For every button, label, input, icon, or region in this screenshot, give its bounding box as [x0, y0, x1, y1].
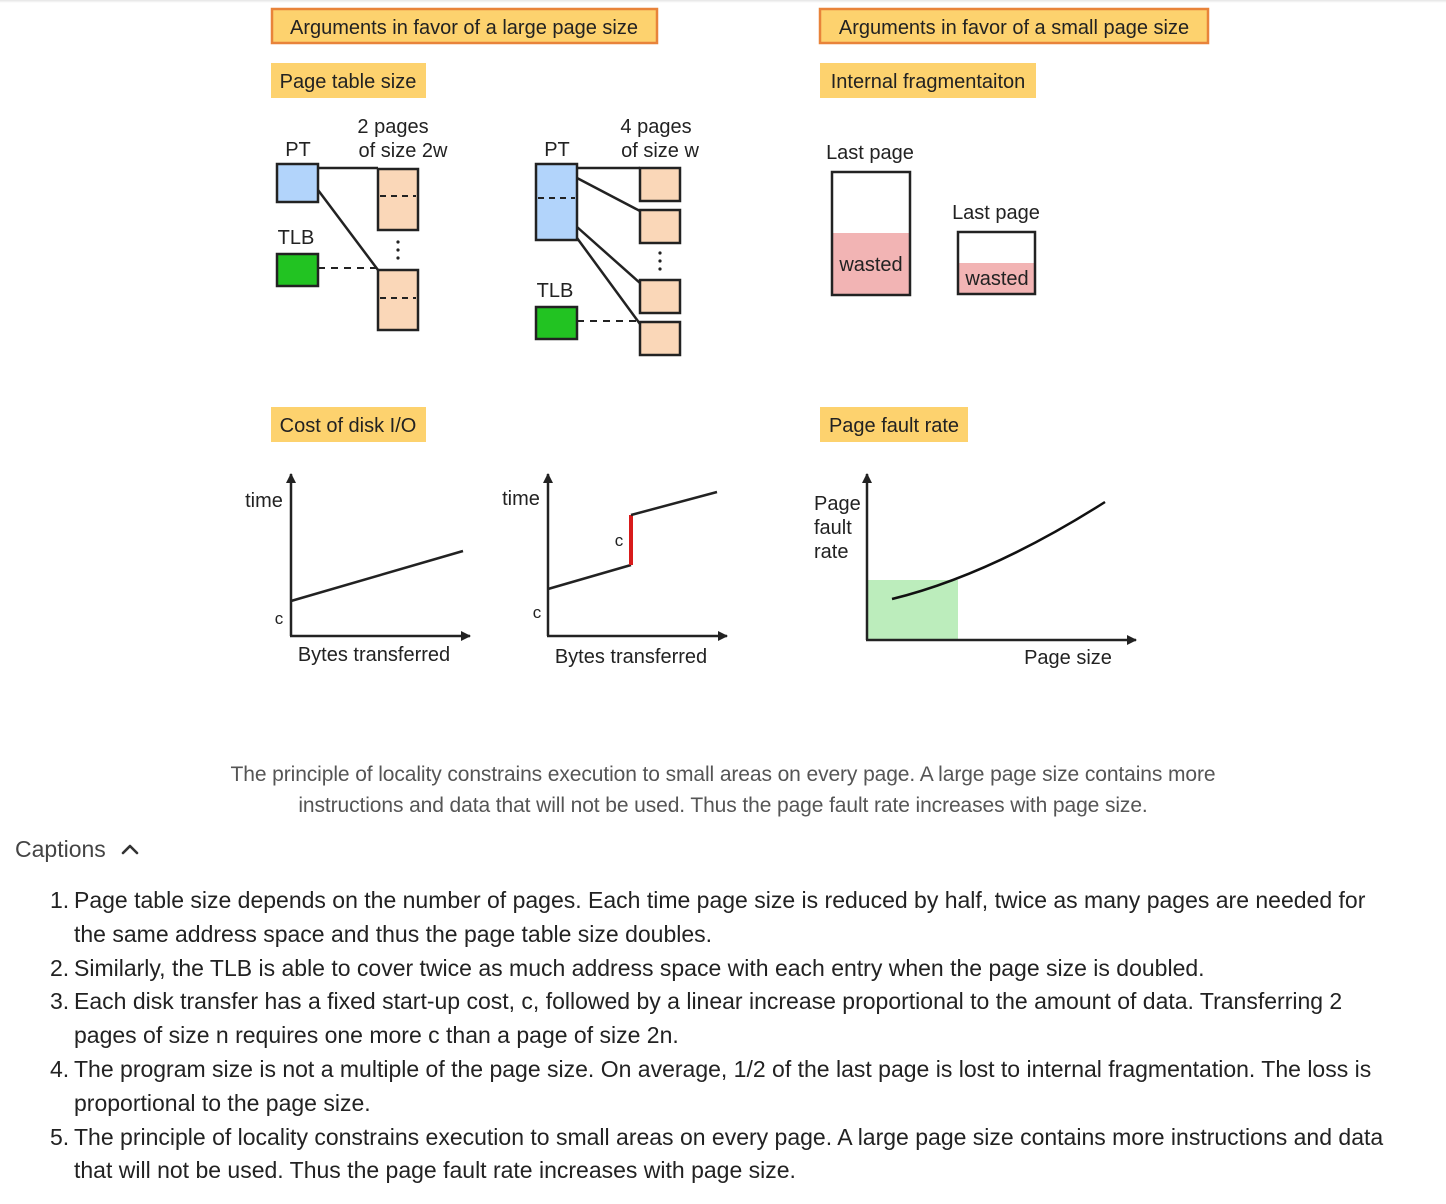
captions-label: Captions: [15, 835, 106, 862]
wasted-area-small: [958, 263, 1035, 294]
bytes-axis-label: Bytes transferred: [298, 644, 450, 666]
fragmentation-small-page: Last page wasted: [952, 202, 1040, 296]
caption-number: 4.: [50, 1055, 70, 1082]
caption-line: Similarly, the TLB is able to cover twic…: [74, 954, 1205, 981]
disk-io-chart-small: time c c Bytes transferred: [502, 473, 728, 668]
header-large-page-size: Arguments in favor of a large page size: [270, 7, 659, 45]
bytes-axis-label-2: Bytes transferred: [555, 646, 707, 668]
caption-number: 5.: [50, 1123, 70, 1150]
disk-io-chart-large: time c Bytes transferred: [245, 473, 471, 666]
subheader-page-table-size: Page table size: [271, 63, 426, 98]
pages-size-label-small: of size w: [621, 140, 699, 162]
caption-item: 4. The program size is not a multiple of…: [34, 1053, 1426, 1121]
fault-rate-curve: [891, 500, 1106, 601]
cost-line: [290, 549, 464, 603]
cost-line-before: [547, 563, 632, 591]
cost-line-after: [630, 490, 718, 517]
subheader-fragmentation-text: Internal fragmentaiton: [831, 71, 1026, 93]
tlb-entry: [275, 252, 320, 288]
fragmentation-large-page: Last page wasted: [826, 142, 914, 297]
subheader-disk-io-text: Cost of disk I/O: [280, 415, 417, 437]
last-page-box-small: [956, 230, 1037, 296]
pages-count-label-small: 4 pages: [620, 116, 691, 138]
chevron-up-icon[interactable]: [120, 842, 140, 856]
tlb-label: TLB: [278, 227, 315, 249]
last-page-box-large: [830, 170, 912, 297]
top-divider: [0, 0, 1446, 3]
caption-item: 5. The principle of locality constrains …: [34, 1121, 1426, 1189]
tlb-label-small: TLB: [537, 280, 574, 302]
page-table-entry: [275, 162, 320, 204]
caption-line: Page table size depends on the number of…: [74, 887, 1366, 913]
caption-line: that will not be used. Thus the page fau…: [74, 1157, 796, 1184]
pt-label-small: PT: [544, 139, 570, 161]
page-box-a: [638, 166, 682, 203]
startup-cost-label-jump: c: [615, 531, 624, 550]
page-table-diagram-small: PT 4 pages of size w TLB: [534, 116, 699, 357]
fault-rate-label-2: fault: [814, 517, 852, 539]
fault-rate-label-3: rate: [814, 541, 848, 563]
wasted-label-small: wasted: [964, 268, 1028, 290]
page-table-diagram-large: PT 2 pages of size 2w TLB: [275, 116, 448, 332]
caption-item: 2. Similarly, the TLB is able to cover t…: [34, 952, 1426, 986]
caption-line: the same address space and thus the page…: [74, 920, 713, 947]
wasted-label-large: wasted: [838, 254, 902, 276]
figure-caption-line-2: instructions and data that will not be u…: [298, 794, 1148, 817]
caption-number: 2.: [50, 954, 70, 981]
subheader-page-fault-rate: Page fault rate: [820, 407, 968, 442]
subheader-page-table-text: Page table size: [280, 71, 417, 93]
page-table-entries: [534, 162, 579, 242]
last-page-label-large: Last page: [826, 142, 914, 164]
tlb-entry-small: [534, 305, 579, 341]
caption-number: 3.: [50, 988, 70, 1015]
subheader-cost-of-disk-io: Cost of disk I/O: [271, 407, 426, 442]
wasted-area-large: [832, 233, 910, 295]
caption-line: proportional to the page size.: [74, 1089, 371, 1116]
time-axis-label: time: [245, 490, 283, 512]
subheader-internal-fragmentation: Internal fragmentaiton: [820, 63, 1036, 98]
page-size-figure: Arguments in favor of a large page size …: [245, 7, 1210, 669]
header-small-text: Arguments in favor of a small page size: [839, 17, 1189, 39]
page-box-d: [638, 320, 682, 357]
fault-rate-label-1: Page: [814, 493, 861, 515]
startup-cost-label-low: c: [533, 603, 542, 622]
caption-line: The principle of locality constrains exe…: [74, 1123, 1384, 1150]
caption-number: 1.: [50, 887, 70, 913]
page-box-1: [376, 167, 420, 232]
header-small-page-size: Arguments in favor of a small page size: [818, 7, 1210, 45]
pages-count-label: 2 pages: [357, 116, 428, 138]
caption-item: 1. Page table size depends on the number…: [34, 884, 1426, 952]
startup-cost-label: c: [275, 609, 284, 628]
caption-line: Each disk transfer has a fixed start-up …: [74, 988, 1343, 1015]
subheader-fault-rate-text: Page fault rate: [829, 415, 959, 437]
header-large-text: Arguments in favor of a large page size: [290, 17, 638, 39]
time-axis-label-2: time: [502, 488, 540, 510]
pt-label: PT: [285, 139, 311, 161]
page-box-2: [376, 268, 420, 332]
captions-list: 1. Page table size depends on the number…: [34, 884, 1426, 1188]
page-fault-chart: Page fault rate Page size: [814, 473, 1137, 669]
figure-caption-line-1: The principle of locality constrains exe…: [230, 763, 1216, 786]
last-page-label-small: Last page: [952, 202, 1040, 224]
page-box-b: [638, 208, 682, 245]
pages-size-label: of size 2w: [359, 140, 448, 162]
page-size-axis-label: Page size: [1024, 647, 1112, 669]
locality-region: [868, 580, 958, 639]
caption-line: The program size is not a multiple of th…: [74, 1055, 1372, 1082]
page-box-c: [638, 278, 682, 315]
caption-item: 3. Each disk transfer has a fixed start-…: [34, 985, 1426, 1053]
caption-line: pages of size n requires one more c than…: [74, 1022, 679, 1049]
captions-toggle[interactable]: Captions: [15, 834, 140, 864]
